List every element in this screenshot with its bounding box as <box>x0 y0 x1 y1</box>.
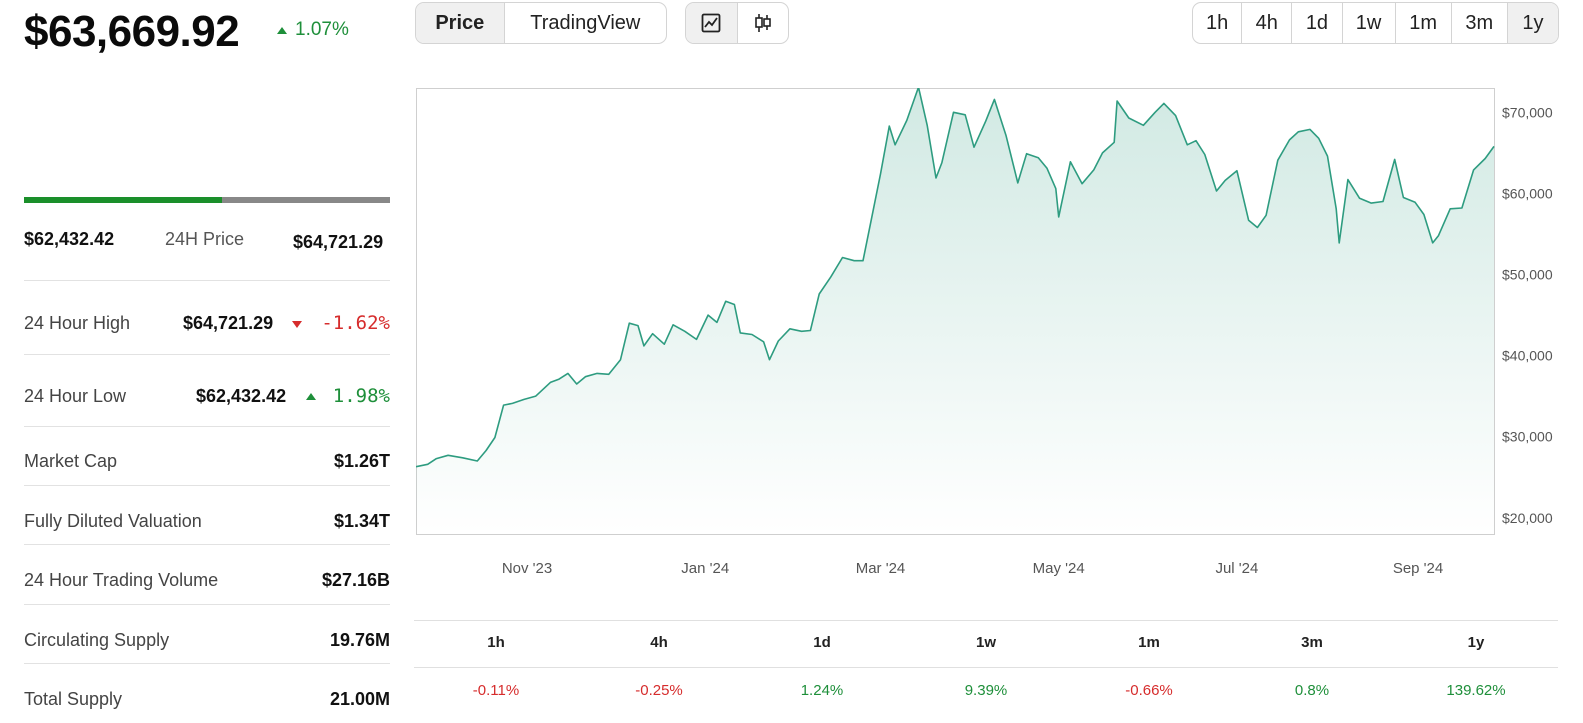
stat-label: Total Supply <box>24 689 123 709</box>
perf-period: 1h <box>487 634 505 651</box>
y-tick-label: $50,000 <box>1502 267 1553 283</box>
stat-row-total-supply: Total Supply 21.00M <box>24 663 390 723</box>
y-tick-label: $30,000 <box>1502 429 1553 445</box>
stat-change: 1.98% <box>332 385 390 407</box>
arrow-up-icon <box>277 26 287 34</box>
stat-label: 24 Hour Low <box>24 386 127 406</box>
x-tick-label: May '24 <box>1033 560 1085 577</box>
divider <box>24 280 390 281</box>
source-toggle: Price TradingView <box>415 2 667 44</box>
stat-value: $62,432.42 <box>196 386 287 406</box>
perf-value: 139.62% <box>1446 682 1506 699</box>
perf-period: 1m <box>1138 634 1160 651</box>
candlestick-icon <box>754 14 771 32</box>
current-price: $63,669.92 <box>24 7 240 56</box>
x-tick-label: Jan '24 <box>681 560 729 577</box>
stat-row-high: 24 Hour High $64,721.29 -1.62% <box>24 281 390 355</box>
perf-period: 4h <box>650 634 668 651</box>
candlestick-button[interactable] <box>738 3 789 43</box>
stat-label: Fully Diluted Valuation <box>24 511 202 531</box>
stat-row-circulating: Circulating Supply 19.76M <box>24 604 390 664</box>
price-change: 1.07% <box>277 18 349 42</box>
perf-period: 1d <box>813 634 831 651</box>
line-chart-button[interactable] <box>686 3 738 43</box>
stat-label: Market Cap <box>24 451 118 471</box>
perf-period: 3m <box>1301 634 1323 651</box>
stat-label: 24 Hour Trading Volume <box>24 570 219 590</box>
y-tick-label: $40,000 <box>1502 348 1553 364</box>
tab-tradingview[interactable]: TradingView <box>530 11 641 34</box>
price-change-value: 1.07% <box>295 19 349 40</box>
price-line <box>416 88 1495 468</box>
tab-price[interactable]: Price <box>416 3 505 43</box>
range-1y-button[interactable]: 1y <box>1507 3 1558 43</box>
stat-label: 24 Hour High <box>24 313 131 333</box>
price-chart[interactable]: $20,000 $30,000 $40,000 $50,000 $60,000 $70,0… <box>416 88 1566 588</box>
stat-value: $1.26T <box>333 451 390 471</box>
x-tick-label: Jul '24 <box>1215 560 1258 577</box>
performance-header <box>414 620 1558 668</box>
time-range-toggle: 1h 4h 1d 1w 1m 3m 1y <box>1192 2 1559 44</box>
arrow-up-icon <box>306 393 316 400</box>
stat-row-volume: 24 Hour Trading Volume $27.16B <box>24 544 390 605</box>
perf-value: 9.39% <box>964 682 1008 699</box>
perf-value: 0.8% <box>1294 682 1330 699</box>
range-3m-button[interactable]: 3m <box>1452 3 1508 43</box>
y-tick-label: $70,000 <box>1502 104 1553 120</box>
perf-period: 1w <box>975 634 996 651</box>
chart-type-toggle <box>685 2 789 44</box>
stat-value: $64,721.29 <box>183 313 274 333</box>
range-1h-button[interactable]: 1h <box>1193 3 1243 43</box>
y-tick-label: $60,000 <box>1502 185 1553 201</box>
range-1m-button[interactable]: 1m <box>1396 3 1452 43</box>
range-1d-button[interactable]: 1d <box>1292 3 1343 43</box>
arrow-down-icon <box>292 321 302 328</box>
perf-value: 1.24% <box>800 682 844 699</box>
price-range-fill <box>24 197 222 203</box>
stat-row-market-cap: Market Cap $1.26T <box>24 426 390 486</box>
stat-value: 21.00M <box>329 689 390 709</box>
stat-label: Circulating Supply <box>24 630 170 650</box>
perf-value: -0.66% <box>1125 682 1173 699</box>
range-1w-button[interactable]: 1w <box>1343 3 1396 43</box>
range-high-value: $64,721.29 <box>293 232 384 252</box>
perf-value: -0.11% <box>472 682 520 699</box>
y-tick-label: $20,000 <box>1502 510 1553 526</box>
x-tick-label: Nov '23 <box>502 560 552 577</box>
x-tick-label: Sep '24 <box>1393 560 1443 577</box>
stat-value: 19.76M <box>329 630 390 650</box>
price-area-fill <box>416 88 1494 534</box>
stat-row-low: 24 Hour Low $62,432.42 1.98% <box>24 354 390 427</box>
stat-value: $1.34T <box>333 511 390 531</box>
price-range-bar <box>24 197 390 203</box>
stat-value: $27.16B <box>321 570 390 590</box>
perf-value: -0.25% <box>635 682 683 699</box>
stat-row-fdv: Fully Diluted Valuation $1.34T <box>24 485 390 545</box>
range-low-value: $62,432.42 <box>24 229 115 249</box>
range-label: 24H Price <box>165 229 245 249</box>
x-tick-label: Mar '24 <box>856 560 906 577</box>
stat-change: -1.62% <box>321 312 390 334</box>
line-chart-icon <box>701 13 721 33</box>
perf-period: 1y <box>1467 634 1485 651</box>
range-4h-button[interactable]: 4h <box>1242 3 1293 43</box>
